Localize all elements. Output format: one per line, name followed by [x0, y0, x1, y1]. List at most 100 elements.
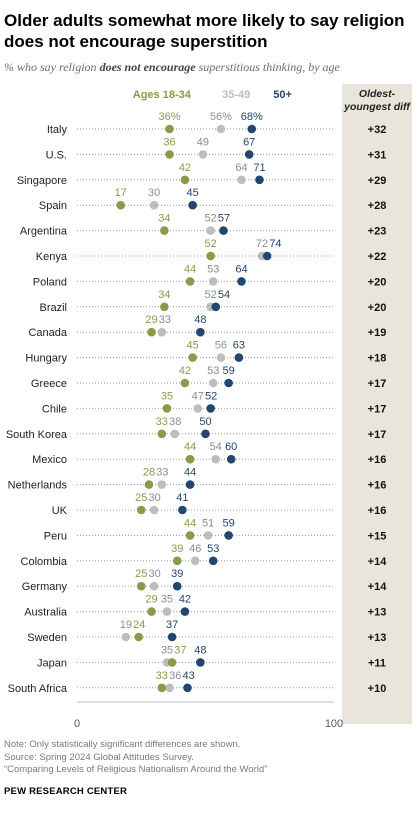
- dot-young: [147, 607, 156, 616]
- dot-old: [244, 150, 254, 159]
- dot-old: [180, 607, 190, 616]
- value-label-mid: 36: [169, 670, 181, 682]
- dot-young: [185, 277, 195, 286]
- legend-0: Ages 18-34: [133, 89, 192, 101]
- x-tick-label: 0: [74, 718, 80, 730]
- dot-old: [167, 632, 177, 642]
- value-label-young: 25: [135, 568, 147, 580]
- value-label-young: 45: [187, 340, 199, 352]
- notes: Note: Only statistically significant dif…: [4, 739, 414, 777]
- value-label-young: 34: [158, 289, 170, 301]
- dot-mid: [206, 226, 215, 235]
- dot-plot: Ages 18-34 35-49 50+ Oldest-youngest diff It…: [6, 88, 412, 730]
- value-label-mid: 53: [207, 365, 219, 377]
- value-label-old: 43: [182, 670, 194, 682]
- dot-mid: [157, 480, 167, 489]
- value-label-old: 45: [187, 187, 199, 199]
- value-label-old: 67: [243, 136, 255, 148]
- country-label: U.S.: [46, 149, 67, 161]
- dot-young: [165, 150, 174, 159]
- dot-old: [208, 556, 218, 566]
- dot-old: [206, 404, 215, 413]
- dot-old: [178, 505, 187, 515]
- value-label-young: 36%: [159, 111, 181, 123]
- diff-value: +31: [368, 149, 387, 161]
- value-label-young: 35: [161, 390, 173, 402]
- value-label-mid: 72: [256, 238, 268, 250]
- diff-value: +16: [368, 454, 387, 466]
- diff-value: +10: [368, 683, 387, 695]
- chart-title: Older adults somewhat more likely to say…: [4, 11, 405, 51]
- dot-young: [157, 683, 167, 693]
- subtitle-part-3: superstitious thinking, by age: [195, 60, 340, 74]
- value-label-old: 57: [218, 213, 230, 225]
- value-label-mid: 56: [215, 340, 227, 352]
- dot-mid: [149, 581, 159, 591]
- source-line: Source: Spring 2024 Global Attitudes Sur…: [4, 751, 194, 763]
- dot-mid: [203, 531, 213, 540]
- value-label-mid: 35: [161, 594, 173, 606]
- diff-value: +19: [368, 327, 387, 339]
- country-label: Sweden: [27, 632, 67, 644]
- country-label: Peru: [44, 530, 67, 542]
- value-label-young: 29: [145, 594, 157, 606]
- value-label-old: 48: [194, 314, 206, 326]
- country-label: Australia: [24, 607, 68, 619]
- value-label-young: 44: [184, 263, 196, 275]
- dot-young: [157, 429, 167, 439]
- dot-young: [172, 556, 182, 566]
- dot-old: [185, 480, 195, 489]
- country-label: UK: [52, 505, 68, 517]
- value-label-young: 25: [135, 492, 147, 504]
- dot-old: [226, 454, 236, 464]
- diff-value: +17: [368, 403, 387, 415]
- diff-value: +18: [368, 353, 387, 365]
- value-label-old: 64: [235, 263, 247, 275]
- value-label-old: 52: [205, 390, 217, 402]
- dot-old: [234, 353, 244, 362]
- dot-old: [196, 327, 205, 337]
- value-label-young: 39: [171, 543, 183, 555]
- dot-mid: [149, 200, 159, 210]
- value-label-young: 52: [205, 238, 217, 250]
- value-label-mid: 38: [169, 416, 181, 428]
- value-label-mid: 51: [202, 517, 214, 529]
- value-label-mid: 64: [235, 162, 247, 174]
- diff-value: +17: [368, 378, 387, 390]
- value-label-young: 28: [143, 467, 155, 479]
- dot-young: [162, 404, 172, 413]
- value-label-old: 44: [184, 467, 196, 479]
- dot-old: [201, 429, 210, 439]
- dot-mid: [208, 277, 218, 286]
- dot-young: [160, 302, 169, 312]
- value-label-mid: 30: [149, 568, 161, 580]
- value-label-old: 50: [199, 416, 211, 428]
- value-label-mid: 33: [156, 467, 168, 479]
- dot-old: [255, 175, 264, 185]
- dot-young: [180, 378, 190, 388]
- diff-column-background: [342, 84, 412, 724]
- country-label: Italy: [47, 124, 68, 136]
- dot-mid: [198, 150, 208, 159]
- dot-mid: [162, 607, 172, 616]
- value-label-young: 42: [179, 365, 191, 377]
- dot-old: [219, 226, 228, 235]
- diff-header-line2: youngest diff: [343, 101, 411, 113]
- dot-mid: [170, 429, 179, 439]
- country-label: Mexico: [32, 454, 67, 466]
- legend-2: 50+: [273, 89, 292, 101]
- dot-young: [136, 505, 146, 515]
- value-label-old: 37: [166, 619, 178, 631]
- country-label: South Africa: [8, 683, 68, 695]
- subtitle-emphasis: does not encourage: [99, 60, 196, 74]
- diff-value: +17: [368, 429, 387, 441]
- value-label-young: 37: [174, 644, 186, 656]
- diff-value: +20: [368, 302, 387, 314]
- value-label-young: 34: [158, 213, 170, 225]
- dot-old: [224, 378, 233, 388]
- country-label: Greece: [31, 378, 67, 390]
- dot-young: [188, 353, 197, 362]
- value-label-old: 53: [207, 543, 219, 555]
- value-label-young: 36: [163, 136, 175, 148]
- value-label-mid: 53: [207, 263, 219, 275]
